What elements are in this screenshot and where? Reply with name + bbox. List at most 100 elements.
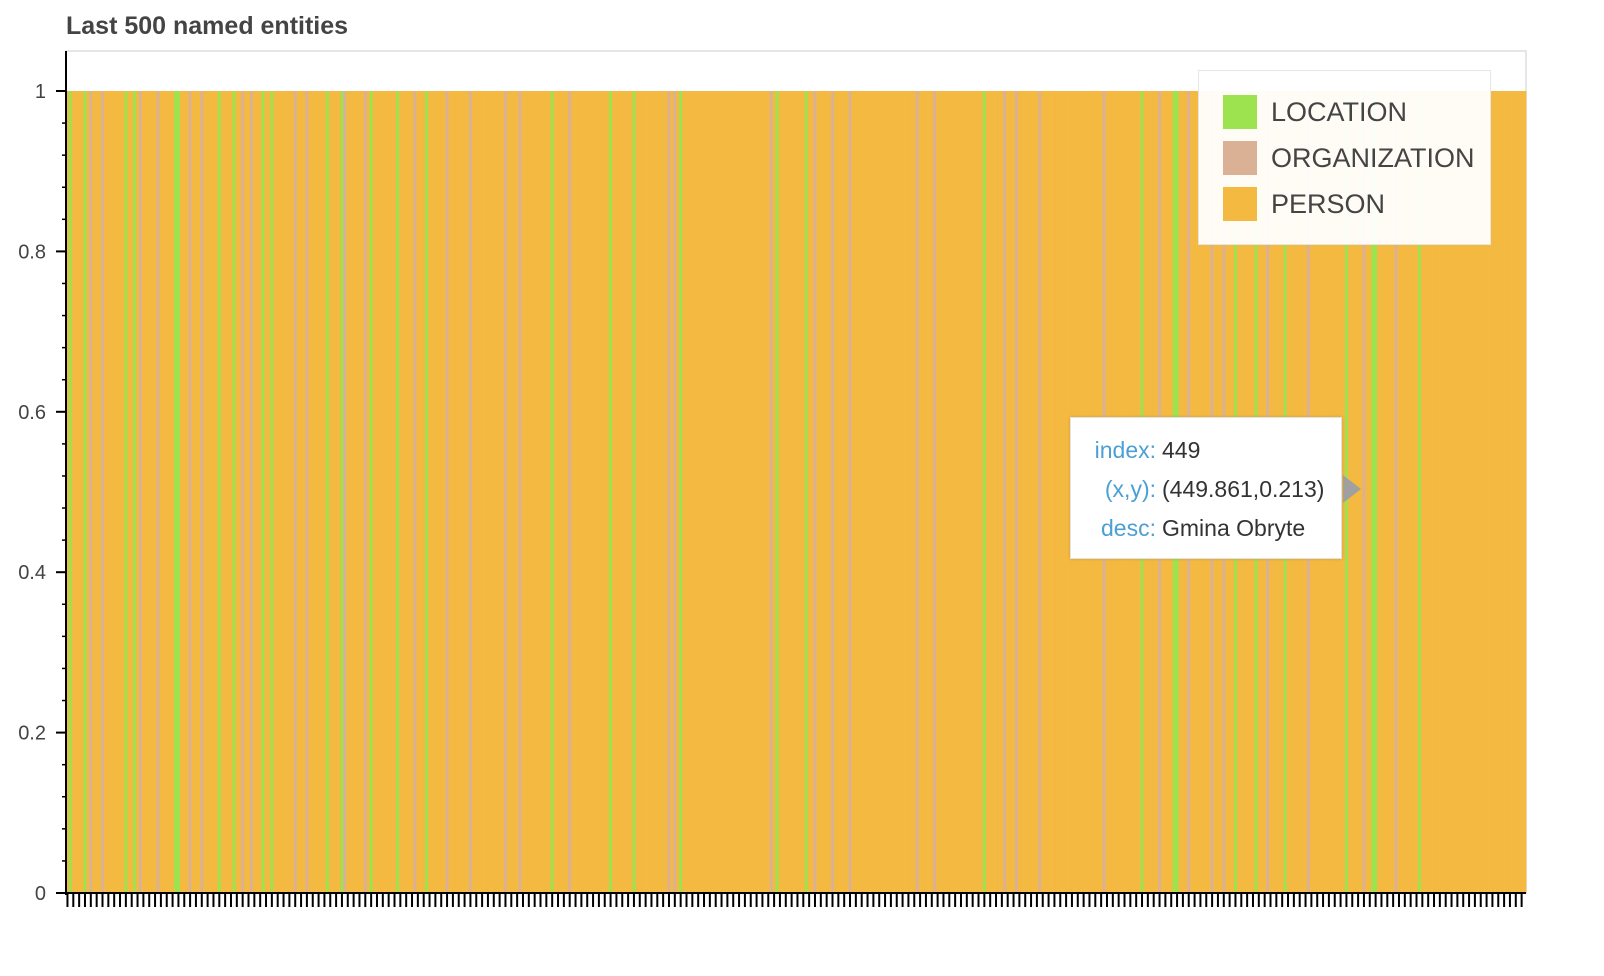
bar-person[interactable] xyxy=(375,91,379,893)
bar-person[interactable] xyxy=(1009,91,1013,893)
bar-person[interactable] xyxy=(1382,91,1387,893)
bar-person[interactable] xyxy=(685,91,689,893)
bar-person[interactable] xyxy=(372,91,376,893)
bar-person[interactable] xyxy=(737,91,741,893)
bar-person[interactable] xyxy=(1426,91,1430,893)
bar-person[interactable] xyxy=(223,91,227,893)
bar-person[interactable] xyxy=(436,91,441,893)
bar-person[interactable] xyxy=(358,91,362,893)
bar-location[interactable] xyxy=(270,91,274,893)
bar-person[interactable] xyxy=(644,91,648,893)
bar-person[interactable] xyxy=(936,91,940,893)
bar-person[interactable] xyxy=(979,91,984,893)
bar-person[interactable] xyxy=(527,91,531,893)
bar-person[interactable] xyxy=(285,91,289,893)
bar-person[interactable] xyxy=(1488,91,1492,893)
bar-person[interactable] xyxy=(734,91,738,893)
bar-person[interactable] xyxy=(906,91,911,893)
bar-person[interactable] xyxy=(162,91,166,893)
bar-location[interactable] xyxy=(68,91,73,893)
bar-person[interactable] xyxy=(460,91,464,893)
bar-person[interactable] xyxy=(1403,91,1407,893)
bar-person[interactable] xyxy=(1058,91,1063,893)
bar-person[interactable] xyxy=(282,91,286,893)
bar-person[interactable] xyxy=(889,91,893,893)
bar-person[interactable] xyxy=(317,91,321,893)
bar-organization[interactable] xyxy=(568,91,572,893)
bar-person[interactable] xyxy=(127,91,131,893)
bar-person[interactable] xyxy=(942,91,946,893)
bar-location[interactable] xyxy=(804,91,809,893)
bar-person[interactable] xyxy=(1055,91,1060,893)
bar-person[interactable] xyxy=(95,91,99,893)
bar-person[interactable] xyxy=(150,91,154,893)
bar-person[interactable] xyxy=(854,91,858,893)
bar-person[interactable] xyxy=(585,91,590,893)
bar-organization[interactable] xyxy=(769,91,773,893)
bar-person[interactable] xyxy=(1482,91,1486,893)
bar-person[interactable] xyxy=(682,91,686,893)
bar-person[interactable] xyxy=(860,91,864,893)
bar-person[interactable] xyxy=(641,91,645,893)
bar-person[interactable] xyxy=(828,91,832,893)
bar-person[interactable] xyxy=(1517,91,1521,893)
bar-organization[interactable] xyxy=(249,91,254,893)
bar-person[interactable] xyxy=(1052,91,1057,893)
bar-person[interactable] xyxy=(740,91,744,893)
bar-organization[interactable] xyxy=(667,91,671,893)
bar-person[interactable] xyxy=(320,91,324,893)
bar-person[interactable] xyxy=(398,91,403,893)
bar-person[interactable] xyxy=(1444,91,1448,893)
bar-person[interactable] xyxy=(322,91,327,893)
bar-location[interactable] xyxy=(325,91,330,893)
bar-person[interactable] xyxy=(255,91,260,893)
bar-person[interactable] xyxy=(273,91,277,893)
bar-person[interactable] xyxy=(267,91,271,893)
bar-person[interactable] xyxy=(244,91,248,893)
bar-person[interactable] xyxy=(276,91,280,893)
bar-person[interactable] xyxy=(874,91,879,893)
bar-organization[interactable] xyxy=(413,91,417,893)
bar-person[interactable] xyxy=(171,91,175,893)
bar-person[interactable] xyxy=(1061,91,1065,893)
bar-person[interactable] xyxy=(614,91,619,893)
bar-person[interactable] xyxy=(544,91,549,893)
bar-person[interactable] xyxy=(1385,91,1390,893)
bar-person[interactable] xyxy=(206,91,210,893)
bar-person[interactable] xyxy=(869,91,873,893)
bar-person[interactable] xyxy=(807,91,811,893)
bar-person[interactable] xyxy=(515,91,519,893)
bar-person[interactable] xyxy=(591,91,595,893)
bar-person[interactable] xyxy=(708,91,712,893)
bar-person[interactable] xyxy=(1461,91,1466,893)
bar-person[interactable] xyxy=(296,91,300,893)
bar-person[interactable] xyxy=(877,91,882,893)
bar-person[interactable] xyxy=(1067,91,1071,893)
bar-organization[interactable] xyxy=(1362,91,1366,893)
bar-person[interactable] xyxy=(1415,91,1419,893)
bar-person[interactable] xyxy=(308,91,312,893)
bar-person[interactable] xyxy=(816,91,820,893)
bar-person[interactable] xyxy=(197,91,201,893)
bar-person[interactable] xyxy=(483,91,487,893)
bar-person[interactable] xyxy=(781,91,785,893)
bar-person[interactable] xyxy=(623,91,627,893)
bar-person[interactable] xyxy=(337,91,341,893)
bar-person[interactable] xyxy=(866,91,870,893)
bar-person[interactable] xyxy=(235,91,239,893)
bar-person[interactable] xyxy=(1479,91,1483,893)
bar-person[interactable] xyxy=(209,91,213,893)
bar-person[interactable] xyxy=(1412,91,1416,893)
bar-person[interactable] xyxy=(407,91,411,893)
bar-person[interactable] xyxy=(258,91,262,893)
bar-person[interactable] xyxy=(1523,91,1527,893)
bar-person[interactable] xyxy=(606,91,610,893)
bar-location[interactable] xyxy=(632,91,636,893)
bar-person[interactable] xyxy=(349,91,353,893)
bar-person[interactable] xyxy=(845,91,849,893)
bar-person[interactable] xyxy=(977,91,981,893)
bar-organization[interactable] xyxy=(848,91,852,893)
bar-person[interactable] xyxy=(658,91,663,893)
bar-person[interactable] xyxy=(1450,91,1454,893)
bar-person[interactable] xyxy=(141,91,146,893)
